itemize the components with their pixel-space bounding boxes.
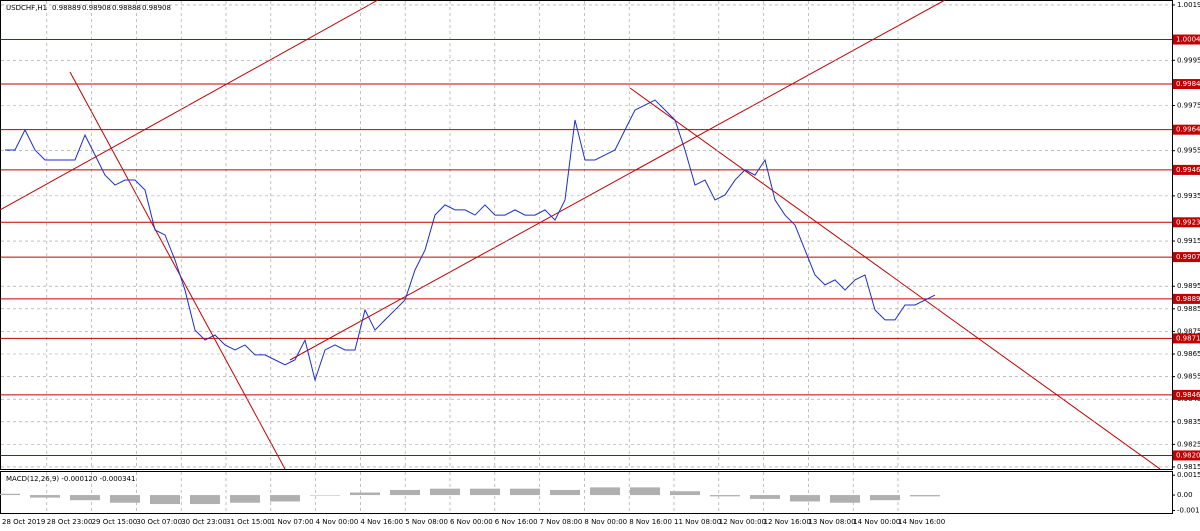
trendlines	[0, 0, 1161, 470]
x-tick-label: 6 Nov 00:00	[450, 518, 493, 526]
x-tick-label: 4 Nov 00:00	[316, 518, 359, 526]
level-label: 0.99845	[1176, 80, 1200, 88]
macd-bar	[110, 495, 140, 503]
trendline	[69, 71, 286, 470]
macd-bar	[430, 488, 460, 496]
macd-panel	[0, 471, 1173, 514]
x-tick-label: 8 Nov 00:00	[584, 518, 627, 526]
y-tick-label: -0.001204	[1177, 506, 1200, 514]
ohlc: 0.98889	[52, 4, 81, 12]
macd-bar	[510, 488, 540, 496]
level-label: 0.99079	[1176, 253, 1200, 261]
y-tick-label: 0.00	[1177, 491, 1193, 499]
symbol: USDCHF,H1	[6, 4, 47, 12]
x-tick-label: 12 Nov 00:00	[719, 518, 766, 526]
x-tick-label: 13 Nov 08:00	[808, 518, 855, 526]
macd-bar	[870, 495, 900, 501]
ohlc: 0.98908	[82, 4, 111, 12]
x-tick-label: 1 Nov 07:00	[271, 518, 314, 526]
x-tick-label: 14 Nov 00:00	[853, 518, 900, 526]
macd-bar	[590, 487, 620, 496]
ohlc: 0.98888	[112, 4, 141, 12]
x-tick-label: 6 Nov 16:00	[495, 518, 538, 526]
macd-bar	[350, 492, 380, 496]
x-tick-label: 28 Oct 2019	[2, 518, 45, 526]
trendline	[0, 0, 379, 211]
y-tick-label: 0.001549	[1177, 471, 1200, 479]
macd-bar	[230, 495, 260, 503]
macd-bar	[750, 495, 780, 499]
level-label: 0.98894	[1176, 295, 1200, 303]
level-label-box	[1173, 164, 1200, 175]
x-tick-label: 8 Nov 16:00	[629, 518, 672, 526]
macd-bar	[30, 495, 60, 498]
level-label: 0.99465	[1176, 166, 1200, 174]
level-label: 0.98469	[1176, 391, 1200, 399]
macd-bar	[790, 495, 820, 502]
macd-bar	[710, 495, 740, 497]
macd-label: MACD(12,26,9) -0.000120 -0.000341	[6, 475, 135, 483]
macd-bar	[270, 495, 300, 502]
x-tick-label: 14 Nov 16:00	[898, 518, 945, 526]
macd-bar	[630, 487, 660, 496]
level-label: 0.98719	[1176, 334, 1200, 342]
price-panel	[0, 0, 1173, 470]
x-tick-label: 29 Oct 15:00	[92, 518, 138, 526]
trendline	[289, 0, 946, 361]
x-tick-label: 7 Nov 08:00	[540, 518, 583, 526]
level-label-box	[1173, 79, 1200, 90]
macd-bar	[670, 491, 700, 496]
level-label-box	[1173, 124, 1200, 135]
ohlc: 0.98908	[142, 4, 171, 12]
level-label: 0.99233	[1176, 218, 1200, 226]
level-label: 1.00042	[1176, 36, 1200, 44]
level-label-box	[1173, 293, 1200, 304]
macd-bar	[0, 493, 20, 496]
macd-bar	[470, 488, 500, 496]
x-tick-label: 31 Oct 15:00	[226, 518, 272, 526]
macd-bar	[190, 495, 220, 505]
level-label-box	[1173, 450, 1200, 461]
macd-bar	[550, 489, 580, 496]
level-label-box	[1173, 217, 1200, 228]
level-label: 0.99643	[1176, 126, 1200, 134]
x-tick-label: 28 Oct 23:00	[47, 518, 93, 526]
macd-bar	[150, 495, 180, 505]
level-label-box	[1173, 389, 1200, 400]
level-label-box	[1173, 333, 1200, 344]
level-label-box	[1173, 34, 1200, 45]
x-tick-label: 5 Nov 08:00	[405, 518, 448, 526]
level-label: 0.98201	[1176, 451, 1200, 459]
x-tick-label: 30 Oct 07:00	[136, 518, 182, 526]
y-tick-label: 0.98150	[1177, 463, 1200, 471]
x-tick-label: 4 Nov 16:00	[360, 518, 403, 526]
x-tick-label: 11 Nov 08:00	[674, 518, 721, 526]
trendline	[629, 87, 1161, 470]
macd-bar	[390, 489, 420, 496]
y-tick-label: 1.00195	[1177, 1, 1200, 9]
macd-bar	[310, 495, 340, 496]
level-label-box	[1173, 252, 1200, 263]
macd-bar	[70, 495, 100, 501]
x-tick-label: 30 Oct 23:00	[181, 518, 227, 526]
price-line	[5, 99, 936, 382]
macd-bar	[910, 495, 940, 497]
macd-bar	[830, 495, 860, 503]
x-tick-label: 12 Nov 16:00	[764, 518, 811, 526]
